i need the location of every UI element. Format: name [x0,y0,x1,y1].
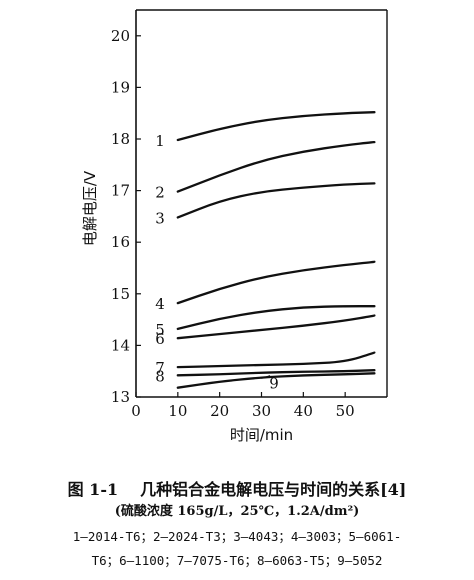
y-tick-label: 14 [111,336,130,354]
figure-conditions: (硫酸浓度 165g/L，25℃，1.2A/dm²) [114,504,360,519]
y-axis-title: 电解电压/V [81,170,99,246]
series-label-5: 5 [155,321,165,339]
series-line-1 [176,111,376,142]
series-label-2: 2 [155,184,165,202]
series-line-9 [176,372,376,389]
series-label-6: 6 [155,330,165,348]
y-tick-label: 19 [111,78,130,96]
figure-legend-line-2: T6；6—1100；7—7075-T6；8—6063-T5；9—5052 [91,553,383,568]
series-group [176,111,376,389]
series-label-7: 7 [155,359,165,377]
y-tick-label: 15 [111,285,130,303]
figure-title: 几种铝合金电解电压与时间的关系[4] [140,480,407,499]
x-tick-label: 20 [210,402,229,420]
y-tick-label: 16 [111,233,130,251]
y-tick-label: 17 [111,182,130,200]
x-tick-label: 0 [131,402,141,420]
x-axis-title: 时间/min [230,426,293,444]
series-label-1: 1 [155,132,165,150]
series-label-3: 3 [155,209,165,227]
x-tick-label: 50 [336,402,355,420]
x-tick-label: 10 [168,402,187,420]
figure-number: 图 1-1 [67,480,119,499]
series-line-5 [176,305,376,331]
series-line-6 [176,314,376,340]
series-label-4: 4 [155,295,165,313]
series-label-8: 8 [155,367,165,385]
y-tick-label: 18 [111,130,130,148]
series-label-leader-9 [261,375,271,379]
y-tick-label: 20 [111,27,130,45]
series-line-3 [176,182,376,219]
series-line-2 [176,140,376,193]
series-label-9: 9 [269,375,279,393]
series-line-4 [176,260,376,305]
figure-caption-title: 图 1-1 几种铝合金电解电压与时间的关系[4] [0,476,474,500]
x-tick-label: 30 [252,402,271,420]
series-line-8 [176,369,376,377]
x-tick-label: 40 [294,402,313,420]
y-tick-label: 13 [111,388,130,406]
figure-legend-line-1: 1—2014-T6；2—2024-T3；3—4043；4—3003；5—6061… [72,529,402,544]
series-line-7 [176,351,376,369]
